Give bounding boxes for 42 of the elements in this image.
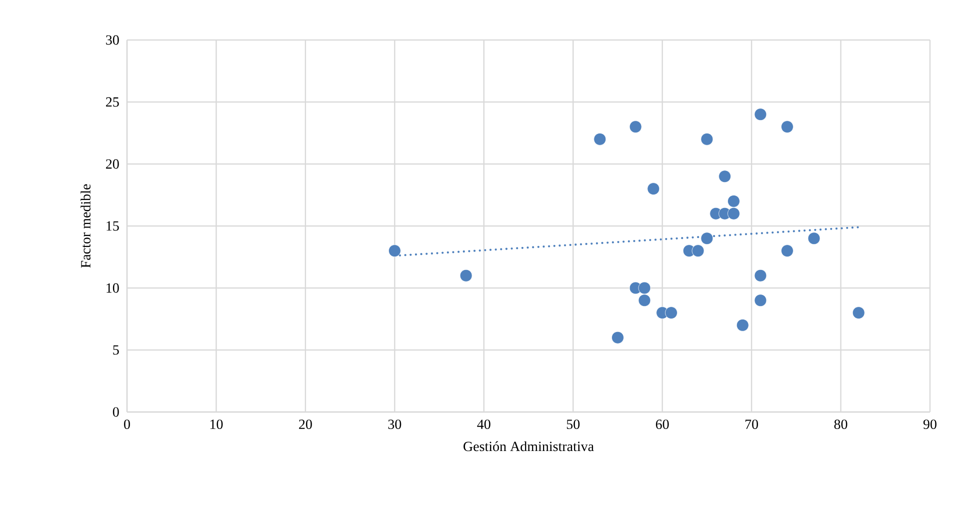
point: [781, 244, 794, 257]
point: [728, 194, 740, 208]
point: [718, 170, 731, 183]
point: [638, 282, 651, 294]
point: [754, 294, 767, 307]
x-tick-label: 80: [834, 420, 848, 430]
point: [781, 120, 794, 133]
y-tick-label: 10: [106, 283, 119, 293]
x-tick-label: 20: [299, 420, 312, 430]
y-tick-label: 15: [106, 221, 119, 231]
y-tick-label: 30: [106, 35, 119, 45]
point: [665, 306, 678, 319]
y-tick-label: 5: [113, 345, 119, 355]
point: [612, 331, 624, 344]
x-tick-label: 50: [566, 420, 580, 430]
point: [754, 269, 767, 282]
point: [594, 132, 606, 146]
x-tick-label: 40: [477, 420, 490, 430]
point: [728, 207, 740, 220]
y-tick-label: 0: [112, 407, 119, 417]
point: [629, 120, 642, 133]
point: [692, 244, 704, 257]
point: [852, 306, 865, 319]
point: [647, 182, 660, 195]
x-tick-label: 10: [210, 420, 223, 430]
point: [700, 132, 714, 146]
x-tick-label: 70: [745, 420, 758, 430]
point: [460, 269, 472, 282]
y-axis-title: Factor medible: [80, 184, 90, 268]
x-tick-label: 30: [388, 420, 402, 430]
point: [808, 232, 820, 245]
x-tick-label: 90: [923, 420, 936, 430]
point: [736, 318, 749, 332]
point: [754, 108, 767, 121]
point: [700, 232, 714, 245]
x-axis-title: Gestión Administrativa: [464, 441, 594, 452]
y-tick-label: 25: [106, 97, 119, 107]
point: [388, 244, 401, 257]
x-tick-label: 60: [656, 420, 669, 430]
y-tick-label: 20: [106, 159, 119, 169]
point: [638, 294, 651, 307]
x-tick-label: 0: [124, 420, 130, 430]
